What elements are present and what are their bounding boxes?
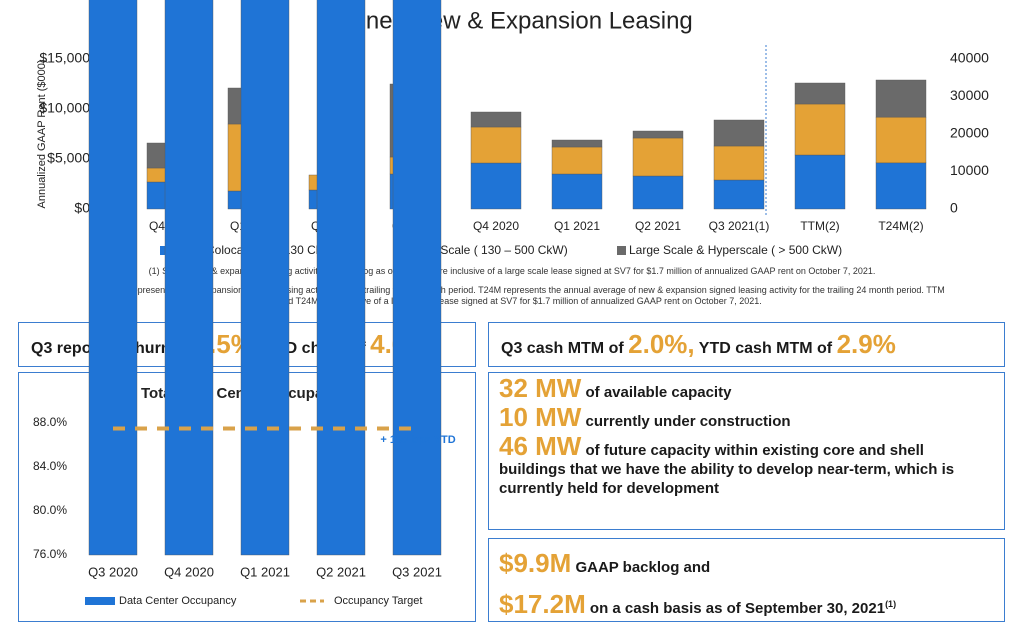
value: 10 MW: [499, 402, 582, 432]
bar: [470, 162, 522, 210]
chart-title: Signed New & Expansion Leasing: [331, 7, 693, 34]
x-tick-label: Q4 2020: [164, 564, 214, 579]
bar: [713, 179, 765, 210]
footnote: (2) TTM represents new & expansion signe…: [95, 285, 945, 306]
bar: [875, 162, 927, 210]
value: 46 MW: [499, 431, 582, 461]
x-tick-label: Q2 2021: [316, 564, 366, 579]
x-tick-label: Q3 2020: [88, 564, 138, 579]
legend-label: Occupancy Target: [334, 595, 422, 607]
y-tick-label: $15,000: [39, 50, 90, 66]
y2-tick-label: 20000: [950, 125, 989, 141]
value: $9.9M: [499, 548, 572, 578]
y2-tick-label: 40000: [950, 50, 989, 66]
y-tick-label: 76.0%: [33, 547, 67, 561]
value: 32 MW: [499, 373, 582, 403]
text: YTD cash MTM of: [698, 340, 833, 357]
legend-label: Small Scale ( 130 – 500 CkW): [407, 243, 568, 257]
y2-tick-label: 10000: [950, 162, 989, 178]
mtm-box: Q3 cash MTM of 2.0%, YTD cash MTM of 2.9…: [488, 322, 1005, 367]
bar: [470, 126, 522, 164]
y-tick-label: $0: [74, 200, 90, 216]
value: 2.0%,: [628, 329, 695, 359]
bar: [794, 154, 846, 210]
x-tick-label: Q4 2020: [473, 219, 519, 233]
bar: [164, 0, 214, 556]
bar: [632, 130, 684, 139]
text: currently under construction: [585, 413, 791, 430]
bar: [470, 111, 522, 128]
footnote: (1) Signed new & expansion leasing activ…: [148, 266, 876, 276]
text: of future capacity within existing core …: [499, 442, 955, 497]
bar: [632, 137, 684, 177]
bar: [713, 119, 765, 147]
y-tick-label: 84.0%: [33, 459, 67, 473]
bar: [316, 0, 366, 556]
bar: [240, 0, 290, 556]
y-tick-label: $10,000: [39, 100, 90, 116]
capacity-box: 32 MW of available capacity 10 MW curren…: [488, 372, 1005, 530]
text: Q3 cash MTM of: [501, 340, 624, 357]
bar: [632, 175, 684, 210]
y-axis-label: Annualized GAAP Rent ($000): [36, 60, 48, 209]
text: on a cash basis as of September 30, 2021: [589, 600, 886, 617]
bar: [794, 82, 846, 105]
x-tick-label: Q2 2021: [635, 219, 681, 233]
backlog-box: $9.9M GAAP backlog and $17.2M on a cash …: [488, 538, 1005, 622]
annotation: + 150 bps YTD: [380, 434, 455, 446]
x-tick-label: TTM(2): [800, 219, 839, 233]
y2-tick-label: 0: [950, 200, 958, 216]
text: of available capacity: [585, 384, 732, 401]
y-tick-label: $5,000: [47, 150, 90, 166]
bar: [713, 145, 765, 181]
text: GAAP backlog and: [575, 559, 711, 576]
bar: [392, 0, 442, 556]
bar: [875, 116, 927, 164]
x-tick-label: Q3 2021(1): [709, 219, 770, 233]
value: 2.9%: [836, 329, 896, 359]
bar: [88, 0, 138, 556]
bar: [551, 146, 603, 175]
legend-swatch: [85, 597, 115, 605]
legend-swatch: [160, 246, 169, 255]
note: (1): [885, 599, 897, 609]
legend-swatch: [617, 246, 626, 255]
value: $17.2M: [499, 589, 586, 619]
x-tick-label: Q3 2021: [392, 564, 442, 579]
legend-label: Large Scale & Hyperscale ( > 500 CkW): [629, 243, 842, 257]
legend-label: Data Center Occupancy: [119, 595, 237, 607]
bar: [875, 79, 927, 118]
x-tick-label: Q1 2021: [240, 564, 290, 579]
y2-tick-label: 30000: [950, 87, 989, 103]
x-tick-label: T24M(2): [878, 219, 923, 233]
y-tick-label: 80.0%: [33, 503, 67, 517]
x-tick-label: Q1 2021: [554, 219, 600, 233]
bar: [551, 139, 603, 148]
y-tick-label: 88.0%: [33, 415, 67, 429]
bar: [794, 103, 846, 156]
bar: [551, 173, 603, 210]
